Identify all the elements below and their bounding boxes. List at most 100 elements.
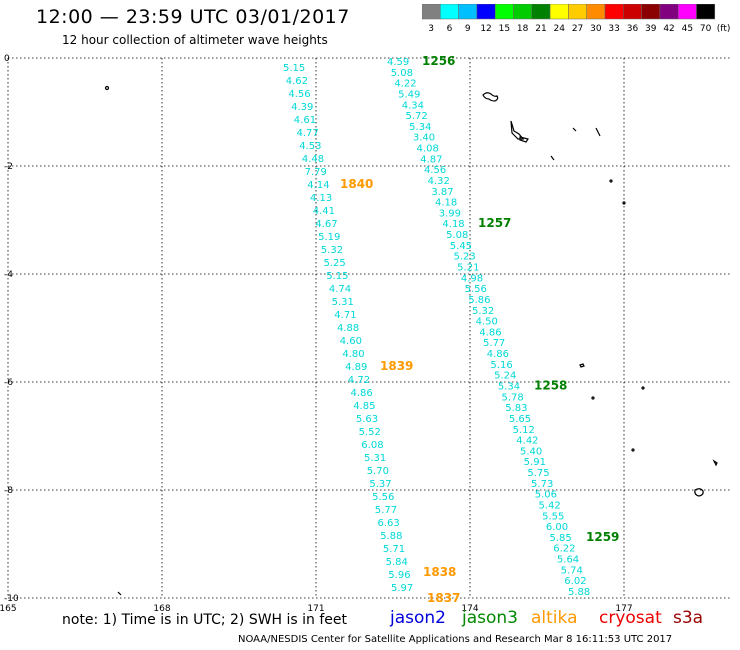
island-outlines <box>104 85 718 596</box>
wave-height-value: 4.62 <box>286 76 308 87</box>
scale-label: 12 <box>480 24 491 34</box>
wave-height-value: 4.86 <box>479 327 501 338</box>
island-shape <box>609 179 613 183</box>
scale-label: 3 <box>428 24 434 34</box>
wave-height-value: 5.88 <box>380 531 402 542</box>
island-shape <box>550 155 555 161</box>
x-tick-label: 177 <box>615 604 632 614</box>
wave-height-value: 4.18 <box>442 219 464 230</box>
wave-height-value: 5.34 <box>498 381 520 392</box>
pass-time-label: 1258 <box>534 378 567 392</box>
wave-height-value: 3.99 <box>439 208 461 219</box>
wave-height-value: 5.86 <box>468 295 490 306</box>
wave-height-value: 5.19 <box>318 232 340 243</box>
wave-height-value: 4.22 <box>394 79 416 90</box>
wave-height-value: 6.63 <box>378 518 400 529</box>
x-tick-label: 168 <box>153 604 170 614</box>
wave-height-value: 5.34 <box>409 122 431 133</box>
wave-height-value: 5.25 <box>324 258 346 269</box>
wave-height-value: 5.56 <box>372 492 394 503</box>
wave-height-value: 5.84 <box>386 557 408 568</box>
scale-label: 27 <box>572 24 583 34</box>
wave-height-value: 5.23 <box>453 252 475 263</box>
wave-height-value: 6.22 <box>553 544 575 555</box>
x-tick-label: 171 <box>307 604 324 614</box>
wave-height-value: 5.75 <box>527 468 549 479</box>
wave-height-value: 6.00 <box>546 522 568 533</box>
footnote: note: 1) Time is in UTC; 2) SWH is in fe… <box>62 612 348 628</box>
wave-height-value: 5.37 <box>369 479 391 490</box>
wave-height-value: 5.63 <box>356 414 378 425</box>
wave-height-value: 4.59 <box>387 57 409 68</box>
scale-label: 45 <box>682 24 693 34</box>
wave-height-value: 5.08 <box>391 68 413 79</box>
y-tick-label: 0 <box>4 54 10 64</box>
scale-label: 24 <box>554 24 566 34</box>
wave-height-value: 5.45 <box>450 241 472 252</box>
pass-time-label: 1259 <box>586 530 619 544</box>
satellite-legend-s3a: s3a <box>673 608 704 628</box>
scale-label: 18 <box>517 24 529 34</box>
wave-height-value: 5.32 <box>472 306 494 317</box>
island-shape <box>595 127 601 137</box>
wave-height-value: 5.32 <box>321 245 343 256</box>
wave-height-value: 4.53 <box>299 141 321 152</box>
altimeter-tracks: 4.595.084.225.494.345.725.343.404.084.87… <box>283 54 619 605</box>
wave-height-value: 5.31 <box>332 297 354 308</box>
pass-time-label: 1840 <box>340 177 373 191</box>
wave-height-value: 4.85 <box>353 401 375 412</box>
wave-height-value: 5.78 <box>502 392 524 403</box>
wave-height-value: 5.96 <box>388 570 410 581</box>
island-shape <box>631 448 635 452</box>
island-shape <box>519 136 529 143</box>
wave-height-value: 3.87 <box>431 187 453 198</box>
y-tick-label: -10 <box>4 594 19 604</box>
wave-height-value: 4.08 <box>417 144 439 155</box>
wave-height-value: 7.79 <box>305 167 327 178</box>
wave-height-value: 4.71 <box>334 310 356 321</box>
scale-label: 9 <box>465 24 471 34</box>
wave-height-value: 5.40 <box>520 446 542 457</box>
wave-height-value: 5.88 <box>568 587 590 598</box>
wave-height-value: 5.65 <box>509 414 531 425</box>
wave-height-value: 4.56 <box>424 165 446 176</box>
wave-height-value: 4.80 <box>342 349 364 360</box>
wave-height-value: 5.49 <box>398 89 420 100</box>
pass-time-label: 1256 <box>422 54 455 68</box>
island-shape <box>579 363 585 368</box>
wave-height-value: 5.71 <box>383 544 405 555</box>
wave-height-value: 6.08 <box>361 440 383 451</box>
wave-height-value: 4.98 <box>461 273 483 284</box>
wave-height-value: 5.83 <box>505 403 527 414</box>
wave-height-value: 4.88 <box>337 323 359 334</box>
scale-label: 36 <box>627 24 639 34</box>
wave-height-value: 4.87 <box>420 154 442 165</box>
wave-height-value: 4.77 <box>297 128 319 139</box>
wave-height-value: 5.64 <box>557 555 579 566</box>
wave-height-value: 5.15 <box>283 63 305 74</box>
wave-height-value: 4.89 <box>345 362 367 373</box>
scale-swatch <box>696 4 716 20</box>
wave-height-value: 4.48 <box>302 154 324 165</box>
pass-time-label: 1839 <box>380 359 413 373</box>
y-tick-label: -6 <box>4 378 13 388</box>
scale-label: 39 <box>645 24 657 34</box>
pass-time-label: 1837 <box>427 591 460 605</box>
color-scale-legend: 3 6 9 12 15 18 21 24 27 30 33 36 39 42 45 70 (ft) <box>422 4 731 34</box>
y-tick-label: -2 <box>4 162 13 172</box>
wave-height-value: 4.13 <box>310 193 332 204</box>
island-shape <box>572 127 577 132</box>
wave-height-value: 5.06 <box>535 490 557 501</box>
y-tick-label: -4 <box>4 270 13 280</box>
scale-label: 30 <box>590 24 602 34</box>
wave-height-value: 5.72 <box>405 111 427 122</box>
wave-height-value: 5.31 <box>364 453 386 464</box>
scale-unit: (ft) <box>717 24 731 34</box>
y-tick-label: -8 <box>4 486 13 496</box>
island-shape <box>622 201 626 205</box>
wave-height-value: 4.32 <box>428 176 450 187</box>
island-shape <box>117 591 122 596</box>
wave-height-value: 4.72 <box>348 375 370 386</box>
wave-height-value: 5.16 <box>490 360 512 371</box>
